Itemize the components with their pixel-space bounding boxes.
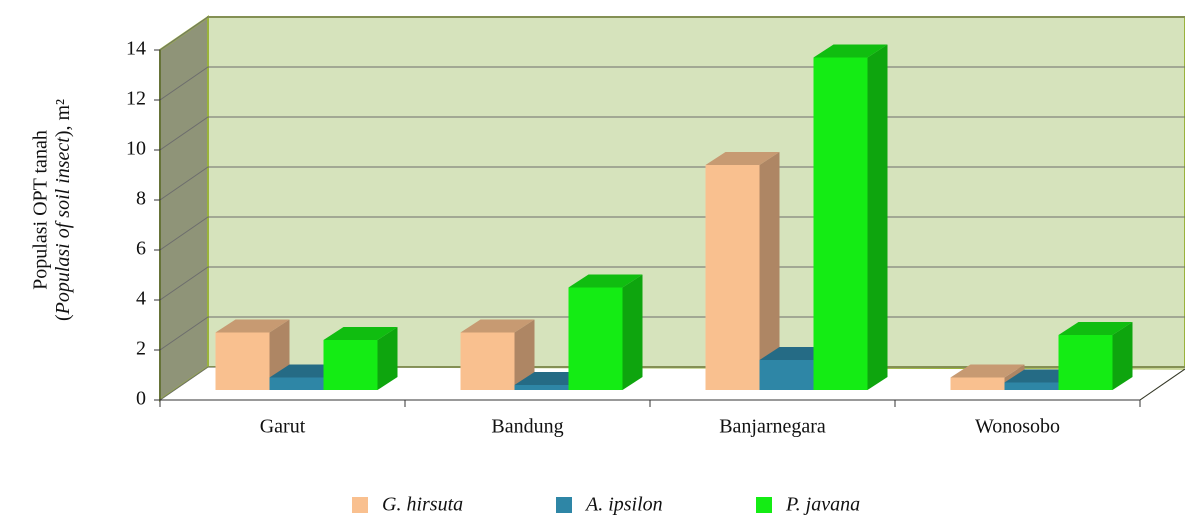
legend-swatch [352,497,368,513]
bar-top [950,364,1025,378]
y-label-part: ( [52,314,74,321]
legend-label: P. javana [785,494,860,516]
bar-side [622,274,643,390]
bar-side [867,44,888,390]
y-tick-label: 6 [136,238,146,260]
bar [759,360,814,390]
x-tick-label: Banjarnegara [719,416,826,438]
side-wall [159,15,209,402]
y-tick-label: 0 [136,388,146,410]
bar-top [813,44,888,58]
bar [1004,382,1059,390]
bar-side [514,319,535,390]
y-tick-label: 8 [136,188,146,210]
bar-side [759,152,780,390]
y-label-part: Populasi of soil insect [52,137,74,316]
y-axis-label: (Populasi of soil insect), m² [52,99,74,321]
x-axis-depth [1139,368,1185,401]
bar-top [215,319,290,333]
bar [269,377,324,390]
y-axis-label: Populasi OPT tanah [30,130,52,290]
bar [1058,335,1113,390]
y-tick-label: 4 [136,288,146,310]
bar-top [705,152,780,165]
x-tick-label: Wonosobo [975,416,1060,438]
grid-line [159,16,1185,51]
bar-top [1058,322,1133,335]
bar-side [377,327,398,390]
bar [215,332,270,390]
bar [514,385,569,390]
bar [705,165,760,390]
bar [460,332,515,390]
bar-top [568,274,643,288]
bar-top [460,319,535,333]
bar-side [1112,322,1133,390]
legend-swatch [556,497,572,513]
legend-label: A. ipsilon [584,494,663,516]
x-tick-label: Bandung [491,416,563,438]
bar [568,287,623,390]
bar [813,57,868,390]
y-tick-label: 2 [136,338,146,360]
bar [950,377,1005,390]
y-label-part: ), m² [52,99,74,137]
y-tick-label: 14 [126,38,146,60]
x-tick-label: Garut [260,416,306,438]
y-tick-label: 12 [126,88,146,110]
bar [323,340,378,390]
legend-swatch [756,497,772,513]
bar-top [323,327,398,340]
y-tick-label: 10 [126,138,146,160]
back-wall [207,16,1185,368]
legend-label: G. hirsuta [382,494,463,516]
